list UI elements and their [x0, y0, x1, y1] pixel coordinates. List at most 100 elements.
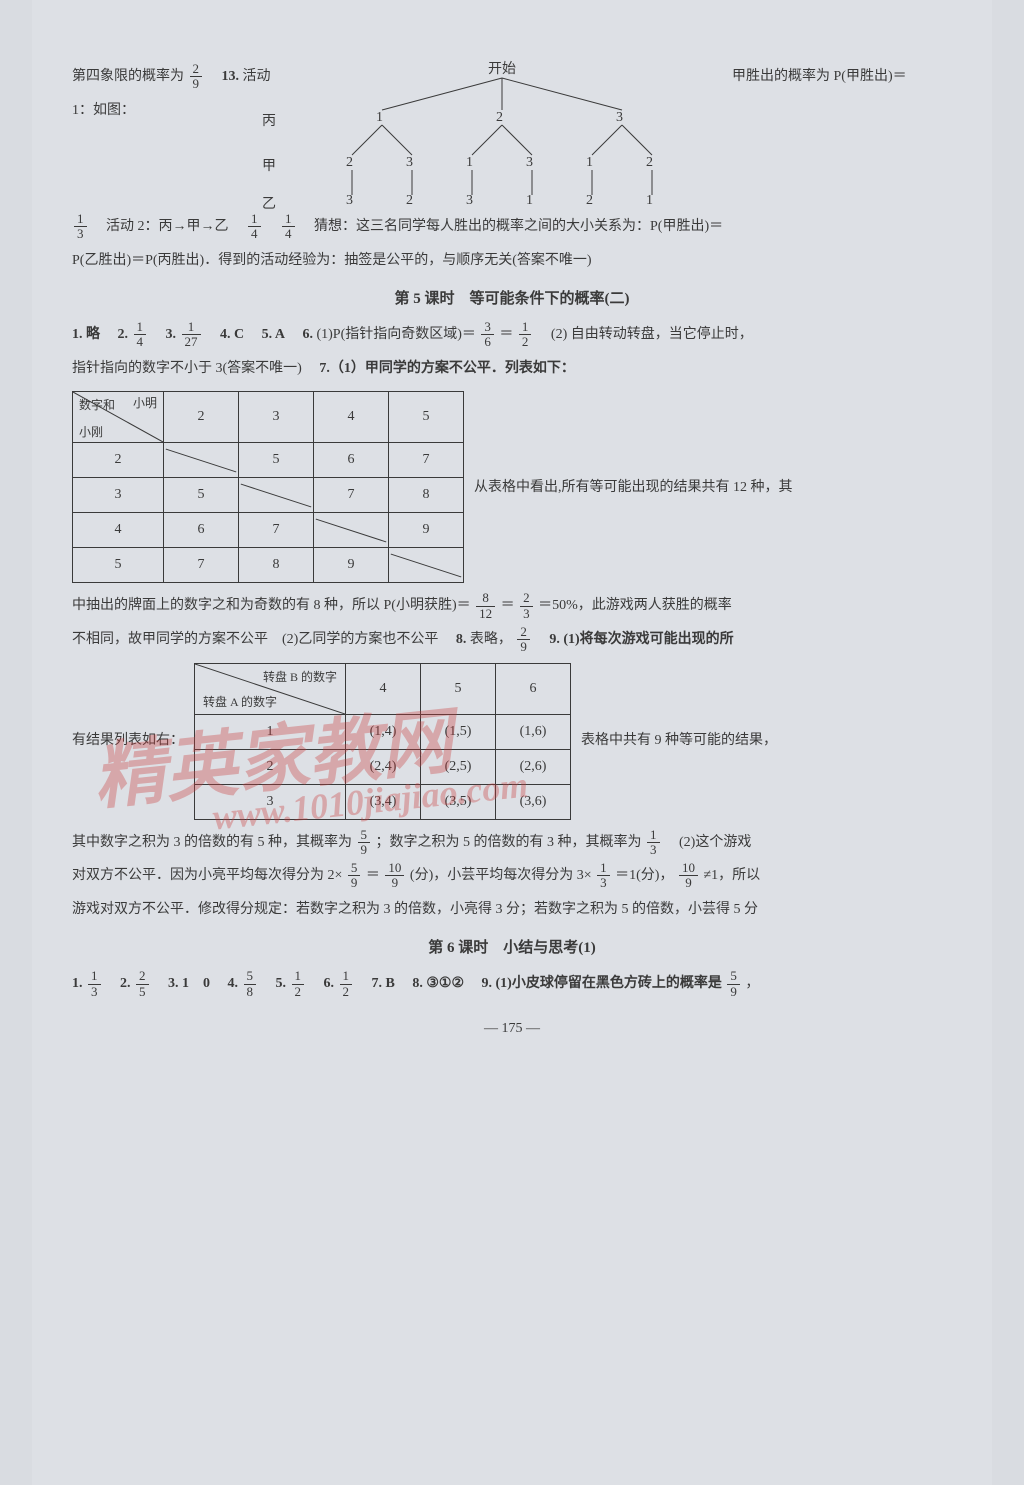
- q-label: 3.: [166, 327, 177, 342]
- fraction: 12: [340, 969, 353, 999]
- fraction: 25: [136, 969, 149, 999]
- table-cell: 3: [239, 392, 314, 443]
- table-cell: 5: [239, 443, 314, 478]
- fraction: 58: [244, 969, 257, 999]
- text: ≠1，所以: [703, 868, 760, 883]
- text: ，: [745, 976, 759, 991]
- text: 第四象限的概率为: [72, 69, 184, 84]
- text: ＝1(分)，: [615, 868, 673, 883]
- q-label: 3. 1 0: [168, 976, 210, 991]
- table-cell: 2: [195, 749, 346, 784]
- tree-row-label: 丙: [262, 110, 276, 130]
- tree-node: 3: [346, 193, 353, 209]
- table-cell: 5: [421, 663, 496, 714]
- text-line: 13 活动 2：丙→甲→乙 14 14 猜想：这三名同学每人胜出的概率之间的大小…: [72, 210, 952, 244]
- tree-node: 1: [586, 155, 593, 171]
- table-cell: (1,4): [346, 714, 421, 749]
- fraction: 13: [647, 828, 660, 858]
- q-label: 4.: [228, 976, 239, 991]
- text: 有结果列表如右：: [72, 724, 184, 758]
- text: ＝: [366, 868, 380, 883]
- q-label: 1.: [72, 976, 83, 991]
- table-cell: (1,5): [421, 714, 496, 749]
- table-cell: 5: [73, 548, 164, 583]
- table-cell: (3,4): [346, 784, 421, 819]
- tree-node: 3: [616, 110, 623, 126]
- tree-node: 1: [376, 110, 383, 126]
- tree-node: 2: [406, 193, 413, 209]
- tree-node: 1: [646, 193, 653, 209]
- table-cell: 5: [389, 392, 464, 443]
- table-cell: (2,4): [346, 749, 421, 784]
- q-label: 7.（1）甲同学的方案不公平．列表如下：: [319, 361, 575, 376]
- fraction: 59: [727, 969, 740, 999]
- q-label: 13.: [222, 69, 240, 84]
- tree-row-label: 甲: [262, 155, 276, 175]
- fraction: 59: [358, 828, 371, 858]
- table-cell: 3: [195, 784, 346, 819]
- table-cell: 7: [389, 443, 464, 478]
- table-cell: [164, 443, 239, 478]
- table-cell: (3,5): [421, 784, 496, 819]
- text: (2)这个游戏: [665, 835, 751, 850]
- page-number: — 175 —: [72, 1021, 952, 1037]
- text: 从表格中看出,所有等可能出现的结果共有 12 种，其: [474, 471, 952, 505]
- q-label: 8.: [456, 632, 467, 647]
- section-title: 第 6 课时 小结与思考(1): [72, 936, 952, 957]
- table-cell: 3: [73, 478, 164, 513]
- text-line: 指针指向的数字不小于 3(答案不唯一) 7.（1）甲同学的方案不公平．列表如下：: [72, 352, 952, 386]
- tree-row-label: 乙: [262, 193, 276, 213]
- fraction: 812: [476, 591, 495, 621]
- text-line: 其中数字之积为 3 的倍数的有 5 种，其概率为 59 ；数字之积为 5 的倍数…: [72, 826, 952, 860]
- text-line: P(乙胜出)＝P(丙胜出)．得到的活动经验为：抽签是公平的，与顺序无关(答案不唯…: [72, 244, 952, 278]
- table-cell: (1,6): [496, 714, 571, 749]
- table-cell: 4: [73, 513, 164, 548]
- table-cell: (2,6): [496, 749, 571, 784]
- text: ；数字之积为 5 的倍数的有 3 种，其概率为: [376, 835, 642, 850]
- text-line: 中抽出的牌面上的数字之和为奇数的有 8 种，所以 P(小明获胜)＝ 812 ＝ …: [72, 589, 952, 623]
- table-cell: 6: [164, 513, 239, 548]
- text-line: 不相同，故甲同学的方案不公平 (2)乙同学的方案也不公平 8. 表略， 29 9…: [72, 623, 952, 657]
- table-pairs: 转盘 B 的数字 转盘 A 的数字 4 5 6 1 (1,4) (1,5) (1…: [194, 663, 571, 820]
- fraction: 12: [519, 320, 532, 350]
- fraction: 29: [190, 62, 203, 92]
- table-cell: 2: [164, 392, 239, 443]
- q-label: 2.: [118, 327, 129, 342]
- text: ＝: [501, 598, 515, 613]
- table-cell: 6: [314, 443, 389, 478]
- text: (1)P(指针指向奇数区域)＝: [316, 327, 475, 342]
- text: ＝: [499, 327, 513, 342]
- q-label: 5. A: [262, 327, 285, 342]
- q-label: 9. (1)小皮球停留在黑色方砖上的概率是: [482, 976, 722, 991]
- fraction: 14: [248, 212, 261, 242]
- section-title: 第 5 课时 等可能条件下的概率(二): [72, 287, 952, 308]
- text: 猜想：这三名同学每人胜出的概率之间的大小关系为：P(甲胜出)＝: [314, 219, 723, 234]
- table-cell: (2,5): [421, 749, 496, 784]
- table-cell: 9: [389, 513, 464, 548]
- fraction: 13: [597, 861, 610, 891]
- tree-node: 2: [346, 155, 353, 171]
- q-label: 7. B: [372, 976, 395, 991]
- tree-lines: [292, 60, 712, 210]
- table-cell: 8: [239, 548, 314, 583]
- text: 表格中共有 9 种等可能的结果，: [581, 724, 952, 758]
- tree-diagram: 开始 1 2 3 2 3 1 3 1 2 3 2 3 1 2 1 丙 甲 乙: [292, 60, 712, 210]
- tree-node: 1: [466, 155, 473, 171]
- fraction: 23: [520, 591, 533, 621]
- tree-node: 3: [406, 155, 413, 171]
- text: 指针指向的数字不小于 3(答案不唯一): [72, 361, 302, 376]
- table-cell: 6: [496, 663, 571, 714]
- table-cell: 7: [164, 548, 239, 583]
- table-sum: 小明 小刚 数字和 2 3 4 5 2 5 6 7 3 5: [72, 391, 464, 583]
- table-cell: [389, 548, 464, 583]
- fraction: 13: [74, 212, 87, 242]
- q-label: 6.: [324, 976, 335, 991]
- q-label: 2.: [120, 976, 131, 991]
- diag-header: 转盘 B 的数字 转盘 A 的数字: [195, 664, 345, 714]
- text-line: 1. 略 2. 14 3. 127 4. C 5. A 6. (1)P(指针指向…: [72, 318, 952, 352]
- text: (2) 自由转动转盘，当它停止时，: [551, 327, 753, 342]
- table2-row: 有结果列表如右： 转盘 B 的数字 转盘 A 的数字 4 5 6 1 (1,4)…: [72, 657, 952, 826]
- tree-node: 2: [646, 155, 653, 171]
- table-cell: 7: [314, 478, 389, 513]
- fraction: 36: [481, 320, 494, 350]
